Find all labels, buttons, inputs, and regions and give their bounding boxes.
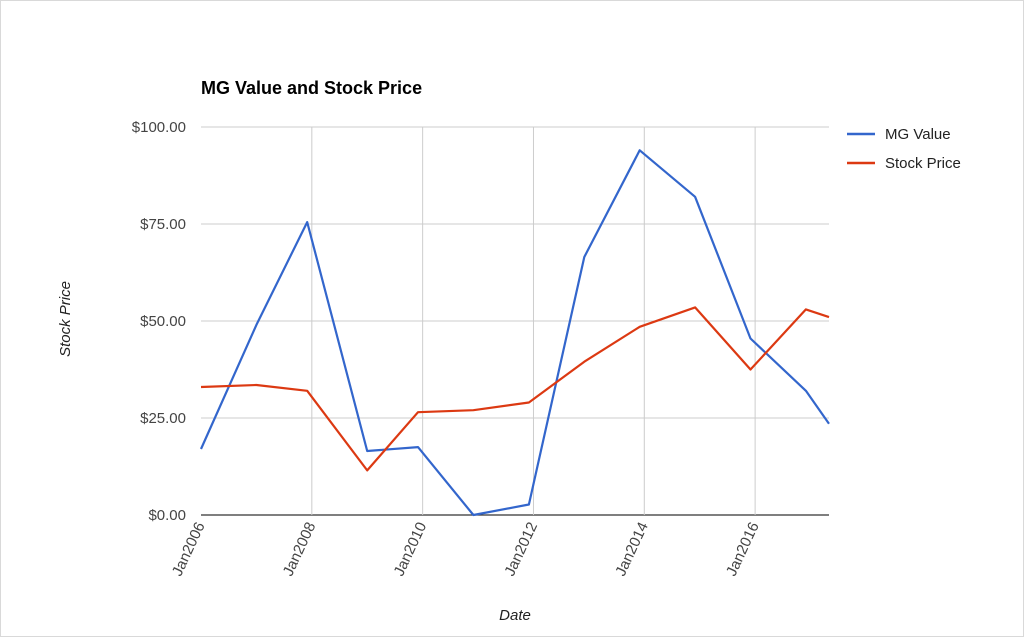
gridlines bbox=[201, 126, 829, 516]
legend: MG Value Stock Price bbox=[847, 126, 961, 172]
x-axis-ticks: Jan2006 Jan2008 Jan2010 Jan2012 Jan2014 Jan20… bbox=[169, 520, 763, 579]
series-line-mg-value bbox=[199, 149, 830, 517]
y-tick-label: $75.00 bbox=[140, 216, 186, 233]
x-tick-label: Jan2008 bbox=[280, 520, 320, 579]
y-tick-label: $25.00 bbox=[140, 410, 186, 427]
x-tick-label: Jan2010 bbox=[391, 520, 431, 579]
legend-label: Stock Price bbox=[885, 155, 961, 172]
y-axis-ticks: $0.00 $25.00 $50.00 $75.00 $100.00 bbox=[132, 119, 186, 524]
series-line-stock-price bbox=[200, 306, 830, 472]
x-tick-label: Jan2012 bbox=[501, 520, 541, 579]
x-tick-label: Jan2006 bbox=[169, 520, 209, 579]
y-tick-label: $0.00 bbox=[148, 507, 186, 524]
x-axis-label: Date bbox=[499, 607, 531, 624]
legend-label: MG Value bbox=[885, 126, 951, 143]
y-tick-label: $50.00 bbox=[140, 313, 186, 330]
chart-title: MG Value and Stock Price bbox=[201, 78, 422, 98]
y-tick-label: $100.00 bbox=[132, 119, 186, 136]
x-tick-label: Jan2016 bbox=[723, 520, 763, 579]
y-axis-label: Stock Price bbox=[57, 281, 74, 357]
series-lines bbox=[199, 149, 830, 517]
x-tick-label: Jan2014 bbox=[612, 520, 652, 579]
